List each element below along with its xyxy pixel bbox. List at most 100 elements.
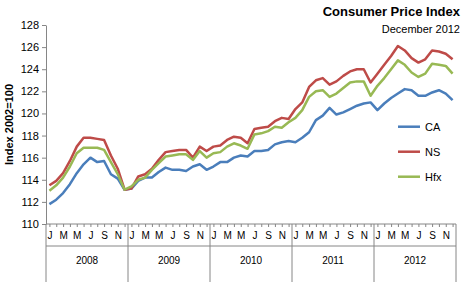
x-tick-mark [391, 224, 392, 227]
x-tick-label: J [334, 230, 339, 241]
x-tick-mark [446, 224, 447, 227]
x-tick-mark [179, 224, 180, 227]
x-tick-mark [227, 224, 228, 227]
x-tick: J [334, 224, 339, 241]
chart: 110112114116118120122124126128JMMJSNJMMJ… [0, 0, 474, 286]
x-tick-mark [213, 224, 214, 227]
x-tick-label: S [347, 230, 354, 241]
x-tick [384, 224, 385, 227]
x-group-label: 2008 [76, 255, 99, 266]
x-tick-mark [275, 224, 276, 227]
legend-swatch [398, 125, 420, 128]
x-tick-mark [49, 224, 50, 227]
x-tick [234, 224, 235, 227]
legend-swatch [398, 175, 420, 178]
group-separator [456, 224, 457, 282]
x-tick [275, 224, 276, 227]
x-tick [357, 224, 358, 227]
y-axis-line [46, 26, 47, 225]
y-tick-mark [42, 224, 46, 225]
x-tick [138, 224, 139, 227]
x-tick-mark [432, 224, 433, 227]
x-tick-mark [159, 224, 160, 227]
x-tick [97, 224, 98, 227]
x-tick: S [347, 224, 354, 241]
x-tick-mark [316, 224, 317, 227]
y-tick-label: 126 [21, 41, 39, 53]
x-tick-mark [125, 224, 126, 227]
x-tick [330, 224, 331, 227]
y-tick-label: 128 [21, 19, 39, 31]
x-tick-mark [453, 224, 454, 227]
x-tick-mark [104, 224, 105, 227]
x-tick-label: M [155, 230, 163, 241]
legend-label: Hfx [425, 171, 442, 183]
x-tick [166, 224, 167, 227]
x-tick [453, 224, 454, 227]
x-tick [261, 224, 262, 227]
x-tick-mark [220, 224, 221, 227]
x-tick-mark [418, 224, 419, 227]
x-tick [207, 224, 208, 227]
y-tick-mark [42, 136, 46, 137]
x-tick-label: M [73, 230, 81, 241]
x-axis: JMMJSNJMMJSNJMMJSNJMMJSNJMMJSN [46, 224, 456, 241]
x-tick-label: M [59, 230, 67, 241]
x-tick: J [211, 224, 216, 241]
x-tick-mark [138, 224, 139, 227]
x-tick [289, 224, 290, 227]
x-tick-label: S [429, 230, 436, 241]
x-tick-mark [118, 224, 119, 227]
x-tick-mark [350, 224, 351, 227]
y-tick: 126 [21, 41, 46, 53]
y-axis-title: Index 2002=100 [3, 84, 15, 165]
x-tick-mark [77, 224, 78, 227]
x-tick-mark [193, 224, 194, 227]
x-tick: N [443, 224, 450, 241]
y-tick: 122 [21, 85, 46, 97]
x-tick-label: M [223, 230, 231, 241]
x-tick-mark [172, 224, 173, 227]
y-tick-label: 112 [21, 196, 39, 208]
x-tick-mark [207, 224, 208, 227]
x-tick-mark [166, 224, 167, 227]
x-tick: M [305, 224, 313, 241]
x-tick-mark [97, 224, 98, 227]
x-group-label: 2011 [322, 255, 344, 266]
x-tick-mark [343, 224, 344, 227]
y-tick-mark [42, 158, 46, 159]
x-tick [111, 224, 112, 227]
x-tick-mark [371, 224, 372, 227]
x-tick-mark [200, 224, 201, 227]
series-line [49, 89, 452, 204]
x-tick-label: J [47, 230, 52, 241]
x-tick: S [101, 224, 108, 241]
x-tick-mark [336, 224, 337, 227]
y-tick: 128 [21, 19, 46, 31]
y-tick-label: 120 [21, 107, 39, 119]
x-tick-mark [377, 224, 378, 227]
x-tick: J [129, 224, 134, 241]
x-tick-mark [254, 224, 255, 227]
y-tick: 114 [21, 174, 46, 186]
lines [49, 46, 452, 204]
x-tick-label: S [101, 230, 108, 241]
x-group-label: 2012 [404, 255, 427, 266]
y-tick-label: 114 [21, 174, 39, 186]
y-tick-mark [42, 25, 46, 26]
x-tick-label: N [361, 230, 368, 241]
x-tick-mark [309, 224, 310, 227]
x-tick-label: J [129, 230, 134, 241]
x-tick-label: J [88, 230, 93, 241]
x-tick: M [387, 224, 395, 241]
x-tick [412, 224, 413, 227]
x-tick-mark [282, 224, 283, 227]
x-tick-mark [63, 224, 64, 227]
x-tick-label: J [170, 230, 175, 241]
x-tick: M [73, 224, 81, 241]
x-tick: J [375, 224, 380, 241]
x-tick: M [59, 224, 67, 241]
x-tick [220, 224, 221, 227]
x-tick-label: N [279, 230, 286, 241]
x-tick [302, 224, 303, 227]
